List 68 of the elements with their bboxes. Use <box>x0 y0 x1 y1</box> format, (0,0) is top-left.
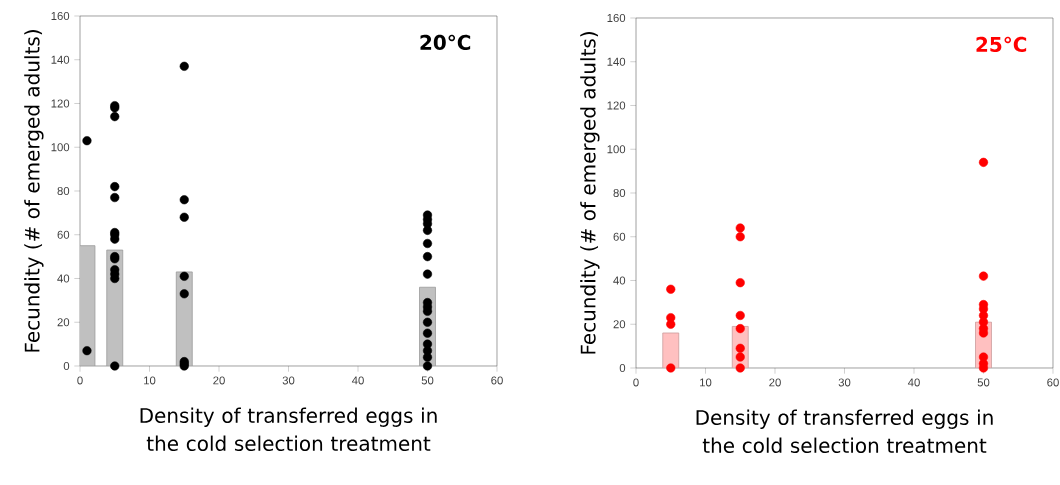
x-tick-label: 0 <box>633 378 639 387</box>
point <box>735 352 745 362</box>
y-tick-label: 40 <box>613 276 626 285</box>
y-axis-title: Fecundity (# of emerged adults) <box>24 30 44 352</box>
x-tick-label: 40 <box>907 378 920 387</box>
y-tick-label: 140 <box>51 55 70 64</box>
y-tick-label: 140 <box>607 57 626 66</box>
point <box>735 278 745 288</box>
annotation: 20°C <box>420 34 471 50</box>
x-tick-label: 20 <box>769 378 781 387</box>
point <box>735 363 745 373</box>
point <box>422 269 433 279</box>
x-tick-label: 60 <box>491 376 503 385</box>
y-tick-label: 120 <box>607 101 626 110</box>
y-tick-label: 80 <box>57 186 70 195</box>
y-tick-label: 60 <box>613 232 626 241</box>
y-tick-label: 0 <box>619 363 626 372</box>
point <box>110 112 120 122</box>
y-tick-label: 120 <box>51 99 70 108</box>
point <box>179 212 189 222</box>
point <box>422 328 433 338</box>
point <box>82 346 92 356</box>
point <box>735 324 745 334</box>
y-tick-label: 20 <box>613 320 626 329</box>
x-tick-label: 0 <box>77 376 83 385</box>
point <box>422 252 433 262</box>
y-tick-label: 40 <box>57 274 70 283</box>
x-tick-label: 50 <box>421 376 434 385</box>
y-tick-label: 0 <box>63 361 70 370</box>
point <box>666 284 676 294</box>
point <box>179 195 189 205</box>
point <box>82 136 92 146</box>
annotation: 25°C <box>976 36 1027 52</box>
y-tick-label: 80 <box>613 188 626 197</box>
x-tick-label: 40 <box>351 376 364 385</box>
x-tick-label: 30 <box>838 378 851 387</box>
point <box>110 182 120 192</box>
point <box>179 61 189 71</box>
x-tick-label: 10 <box>700 378 712 387</box>
y-tick-label: 100 <box>607 145 626 154</box>
point <box>422 317 433 327</box>
y-tick-label: 160 <box>51 11 70 20</box>
point <box>735 343 745 353</box>
point <box>735 310 745 321</box>
point <box>422 238 433 249</box>
x-tick-label: 60 <box>1047 378 1059 387</box>
x-tick-label: 20 <box>213 376 225 385</box>
x-tick-label: 10 <box>144 376 156 385</box>
y-tick-label: 100 <box>51 143 70 152</box>
x-tick-label: 50 <box>977 378 990 387</box>
point <box>110 361 120 371</box>
point <box>978 157 989 167</box>
point <box>179 289 189 299</box>
bar <box>80 245 96 366</box>
y-axis-title: Fecundity (# of emerged adults) <box>580 32 600 354</box>
point <box>735 223 745 233</box>
point <box>110 192 120 203</box>
point <box>179 271 189 281</box>
x-axis-title: Density of transferred eggs in the cold selection treatment <box>696 409 993 454</box>
x-tick-label: 30 <box>282 376 295 385</box>
point <box>666 363 676 373</box>
x-axis-title: Density of transferred eggs in the cold selection treatment <box>140 407 437 452</box>
point <box>978 271 989 281</box>
point <box>735 232 745 242</box>
y-tick-label: 60 <box>57 230 70 239</box>
y-tick-label: 160 <box>607 13 626 22</box>
point <box>422 361 433 371</box>
y-tick-label: 20 <box>57 318 70 327</box>
